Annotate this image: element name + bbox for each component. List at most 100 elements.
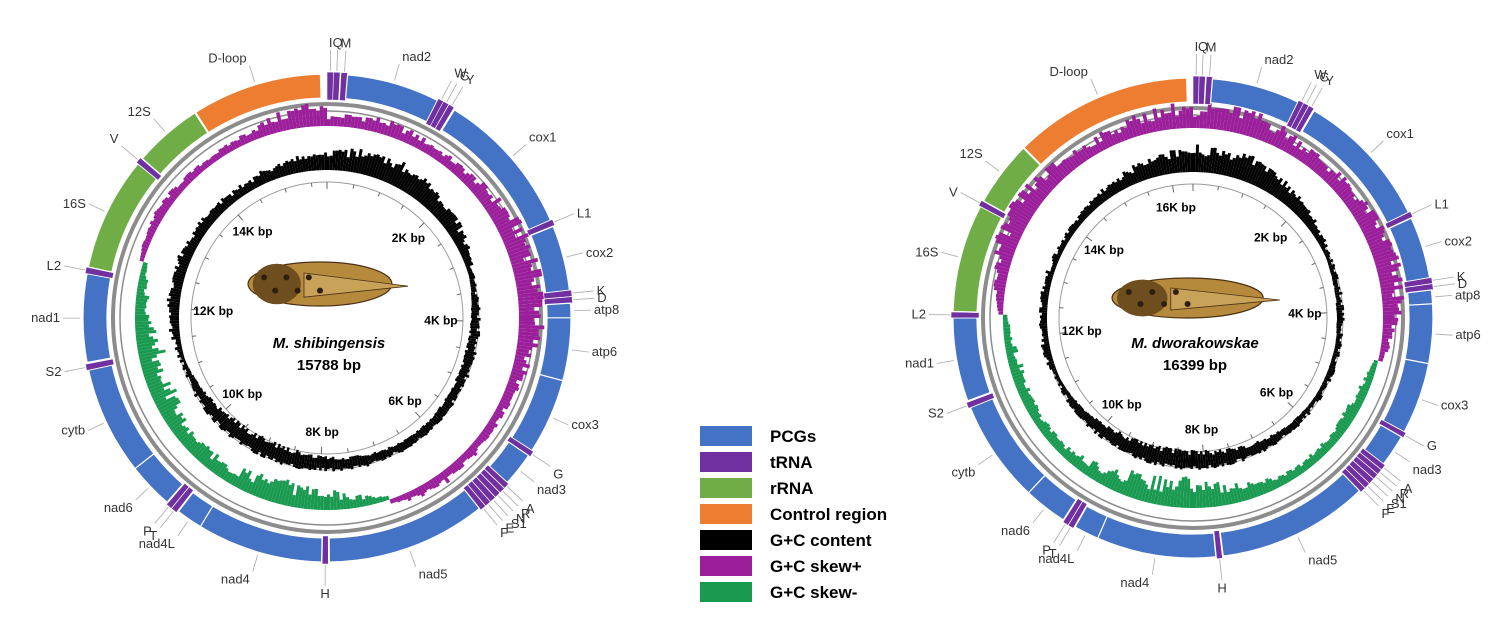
gc-content-bar — [1080, 210, 1088, 219]
gc-skew-bar — [1272, 479, 1280, 489]
gc-skew-bar — [1350, 200, 1369, 215]
gc-skew-bar — [1379, 350, 1386, 356]
gc-content-bar — [1336, 307, 1345, 311]
gc-content-bar — [1329, 362, 1336, 367]
gc-content-bar — [1308, 223, 1316, 231]
gc-skew-bar — [460, 453, 468, 461]
gc-content-bar — [1336, 330, 1341, 334]
gc-content-bar — [1116, 178, 1125, 191]
gc-content-bar — [257, 175, 265, 185]
gc-content-bar — [412, 433, 419, 442]
gc-content-bar — [1337, 318, 1345, 321]
gc-content-bar — [437, 408, 446, 417]
gc-skew-bar — [482, 199, 493, 208]
gc-skew-bar — [1005, 345, 1017, 351]
gc-skew-bar — [996, 297, 1005, 302]
gc-content-bar — [1263, 438, 1270, 448]
gc-skew-bar — [185, 173, 194, 183]
gc-skew-bar — [179, 182, 187, 190]
gc-skew-bar — [515, 277, 535, 285]
gc-content-bar — [1187, 152, 1191, 173]
gc-skew-bar — [1350, 402, 1361, 411]
gc-content-bar — [208, 212, 218, 221]
gc-skew-bar — [139, 358, 153, 365]
specimen-illustration — [1111, 277, 1281, 319]
gc-skew-bar — [327, 119, 331, 127]
gc-content-bar — [1298, 414, 1304, 420]
gc-skew-bar — [1378, 274, 1399, 282]
gc-content-bar — [350, 151, 357, 173]
gc-skew-bar — [460, 172, 471, 183]
gc-content-bar — [442, 403, 451, 410]
gc-skew-bar — [514, 268, 544, 279]
gc-content-bar — [431, 417, 440, 425]
gc-skew-bar — [1366, 371, 1375, 377]
gc-content-bar — [173, 282, 183, 288]
gc-content-bar — [1138, 442, 1148, 460]
gc-skew-bar — [177, 185, 185, 193]
gc-skew-bar — [423, 143, 431, 154]
gc-skew-bar — [1226, 491, 1233, 505]
gc-skew-bar — [1382, 327, 1395, 333]
gene-g — [1378, 419, 1407, 439]
gc-skew-bar — [1341, 411, 1355, 422]
gene-v — [978, 199, 1007, 220]
position-tick — [396, 429, 400, 434]
gc-skew-bar — [1376, 262, 1402, 273]
gc-skew-bar — [1358, 385, 1370, 393]
gc-skew-bar — [206, 453, 220, 470]
gc-skew-bar — [1008, 361, 1018, 368]
position-tick — [400, 205, 404, 210]
label-leader — [1405, 435, 1425, 447]
gc-skew-bar — [379, 122, 387, 135]
gc-content-bar — [1336, 325, 1342, 329]
gc-content-bar — [1336, 335, 1342, 339]
gc-skew-bar — [1261, 123, 1272, 142]
gc-content-bar — [1100, 193, 1108, 202]
gc-skew-bar — [1346, 404, 1360, 413]
gc-content-bar — [468, 273, 475, 278]
gc-skew-bar — [303, 486, 310, 509]
gc-content-bar — [1334, 345, 1341, 350]
gc-content-bar — [1301, 410, 1307, 416]
gc-content-bar — [385, 449, 392, 458]
gc-skew-bar — [171, 423, 184, 434]
gc-skew-bar — [420, 142, 428, 152]
gc-skew-bar — [995, 293, 1005, 299]
gc-skew-bar — [141, 247, 148, 253]
gc-skew-bar — [1156, 491, 1163, 506]
gc-skew-bar — [517, 295, 546, 302]
gc-content-bar — [1216, 451, 1222, 465]
gc-skew-bar — [300, 105, 307, 128]
gc-content-bar — [249, 437, 258, 449]
gc-content-bar — [285, 160, 292, 176]
gc-skew-bar — [1357, 212, 1378, 226]
gc-skew-bar — [1000, 244, 1016, 254]
gc-content-bar — [285, 451, 292, 465]
position-tick — [418, 222, 425, 229]
gc-skew-bar — [395, 125, 405, 140]
gene-v — [135, 157, 163, 181]
gc-content-bar — [424, 424, 431, 432]
gc-skew-bar — [389, 498, 395, 504]
gc-skew-bar — [1219, 108, 1227, 131]
gc-content-bar — [1228, 157, 1236, 177]
gc-content-bar — [203, 398, 214, 407]
gc-skew-bar — [1121, 470, 1135, 496]
gc-content-bar — [360, 155, 368, 175]
gc-skew-bar — [375, 497, 380, 504]
gc-skew-bar — [286, 110, 294, 130]
gc-content-bar — [332, 150, 336, 171]
gc-content-bar — [1209, 452, 1214, 468]
gc-content-bar — [1043, 340, 1050, 345]
gc-skew-bar — [1327, 171, 1342, 187]
gc-skew-bar — [1319, 446, 1328, 455]
gc-content-bar — [169, 320, 180, 324]
gc-content-bar — [1316, 236, 1325, 243]
gc-skew-bar — [170, 188, 180, 198]
gc-content-bar — [1096, 193, 1106, 203]
gc-skew-bar — [1071, 154, 1082, 167]
gc-content-bar — [1124, 437, 1134, 453]
gc-content-bar — [1143, 164, 1151, 180]
gc-skew-bar — [1285, 470, 1294, 481]
